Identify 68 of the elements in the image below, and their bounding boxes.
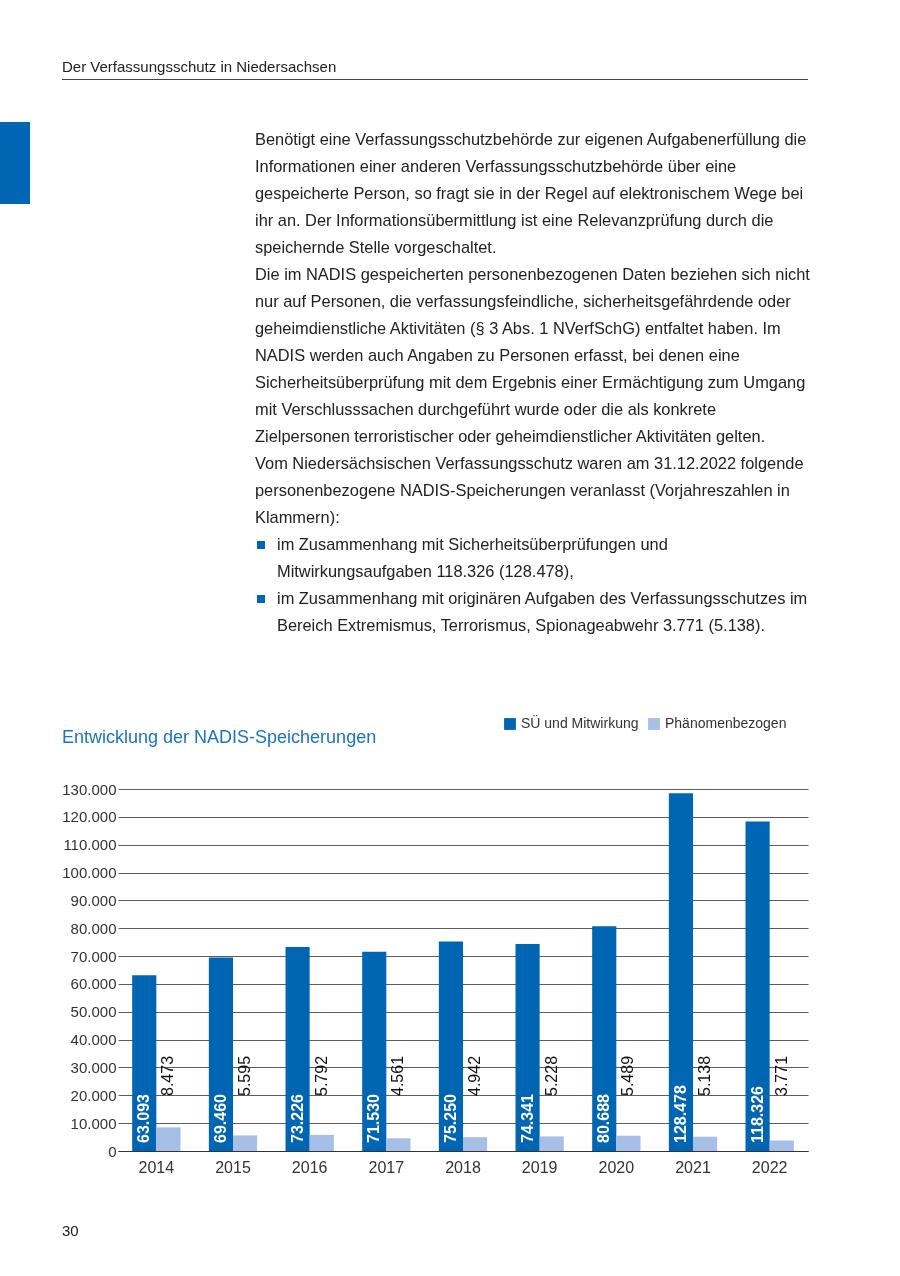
data-label: 71.530	[365, 1093, 383, 1143]
bar	[362, 951, 387, 1151]
x-tick-label: 2016	[291, 1158, 328, 1176]
y-tick-label: 70.000	[70, 947, 117, 965]
bar	[309, 1134, 334, 1151]
legend-label: Phänomenbezogen	[665, 715, 787, 731]
bar	[233, 1135, 258, 1151]
y-tick-label: 50.000	[70, 1003, 117, 1021]
text: im Zusammenhang mit originären Aufgaben des Verfassungsschutzes im Bereich Extremismus, Terrorismus, Spionageabwehr 3.771 (5.138).	[276, 588, 809, 636]
legend-label: SÜ und Mitwirkung	[521, 714, 639, 731]
y-tick-label: 120.000	[62, 808, 117, 826]
data-label: 5.595	[236, 1055, 254, 1096]
text: Die im NADIS gespeicherten personenbezogenen Daten beziehen sich nicht nur auf Personen, die verfassungsfeindliche, sicherheitsgefährdende oder geheimdienstliche Aktivitäten (§ 3 Abs. 1 NVerfSchG) entfaltet haben. Im NADIS werden auch Angaben zu Personen erfasst, bei denen eine Sicherheitsüberprüfung mit dem Ergebnis einer Ermächtigung zum Umgang mit Verschlusssachen durchgeführt wurde oder die als konkrete Zielpersonen terroristischer oder geheimdienstlicher Aktivitäten gelten.	[255, 264, 811, 447]
text: Der Verfassungsschutz in Niedersachsen	[62, 58, 808, 80]
x-tick-label: 2015	[215, 1158, 251, 1176]
x-tick-label: 2022	[751, 1158, 788, 1176]
y-tick-label: 10.000	[70, 1114, 117, 1132]
bar	[592, 926, 617, 1151]
data-label: 5.138	[696, 1055, 714, 1096]
x-tick-label: 2020	[598, 1158, 635, 1176]
bar	[438, 941, 463, 1151]
data-label: 73.226	[288, 1093, 306, 1143]
bar	[132, 975, 157, 1151]
bar	[285, 947, 310, 1151]
y-tick-label: 20.000	[70, 1086, 117, 1104]
bar	[156, 1127, 181, 1151]
y-tick-label: 60.000	[70, 975, 117, 993]
data-label: 118.326	[748, 1085, 766, 1143]
y-tick-label: 80.000	[70, 919, 117, 937]
data-label: 8.473	[159, 1055, 177, 1096]
data-label: 5.792	[312, 1055, 330, 1096]
data-label: 63.093	[135, 1093, 153, 1143]
bar	[515, 943, 540, 1151]
x-tick-label: 2014	[138, 1158, 175, 1176]
bar	[539, 1136, 564, 1151]
x-tick-label: 2019	[521, 1158, 558, 1176]
bar	[386, 1138, 411, 1151]
data-label: 4.942	[466, 1055, 484, 1096]
y-tick-label: 100.000	[62, 864, 117, 882]
data-label: 5.489	[619, 1055, 637, 1096]
x-tick-label: 2018	[445, 1158, 481, 1176]
x-tick-label: 2021	[675, 1158, 711, 1176]
bar	[693, 1136, 718, 1151]
text: Benötigt eine Verfassungsschutzbehörde zur eigenen Aufgabenerfüllung die Informationen einer anderen Verfassungsschutzbehörde über eine gespeicherte Person, so fragt sie in der Regel auf elektronischem Wege bei ihr an. Der Informationsübermittlung ist eine Relevanzprüfung durch die speichernde Stelle vorgeschaltet.	[255, 129, 808, 258]
y-tick-label: 130.000	[62, 780, 117, 798]
x-tick-label: 2017	[368, 1158, 405, 1176]
y-tick-label: 30.000	[70, 1058, 117, 1076]
data-label: 74.341	[518, 1093, 536, 1143]
bar	[769, 1140, 794, 1151]
text: 30	[62, 1222, 79, 1239]
data-label: 75.250	[441, 1093, 459, 1143]
y-tick-label: 0	[108, 1142, 117, 1160]
data-label: 128.478	[671, 1085, 689, 1143]
y-tick-label: 110.000	[63, 836, 117, 854]
data-label: 4.561	[389, 1055, 407, 1096]
chart-title: Entwicklung der NADIS-Speicherungen	[62, 727, 377, 747]
data-label: 3.771	[772, 1055, 790, 1096]
bar	[208, 957, 233, 1151]
data-label: 80.688	[595, 1093, 613, 1143]
bar	[463, 1137, 488, 1151]
data-label: 69.460	[211, 1093, 229, 1143]
bar	[668, 793, 693, 1151]
bar	[745, 821, 770, 1151]
bar	[616, 1135, 641, 1151]
y-tick-label: 90.000	[70, 891, 117, 909]
text: Vom Niedersächsischen Verfassungsschutz waren am 31.12.2022 folgende personenbezogene NADIS-Speicherungen veranlasst (Vorjahreszahlen in Klammern):	[255, 453, 805, 528]
data-label: 5.228	[542, 1055, 560, 1096]
y-tick-label: 40.000	[70, 1031, 117, 1049]
